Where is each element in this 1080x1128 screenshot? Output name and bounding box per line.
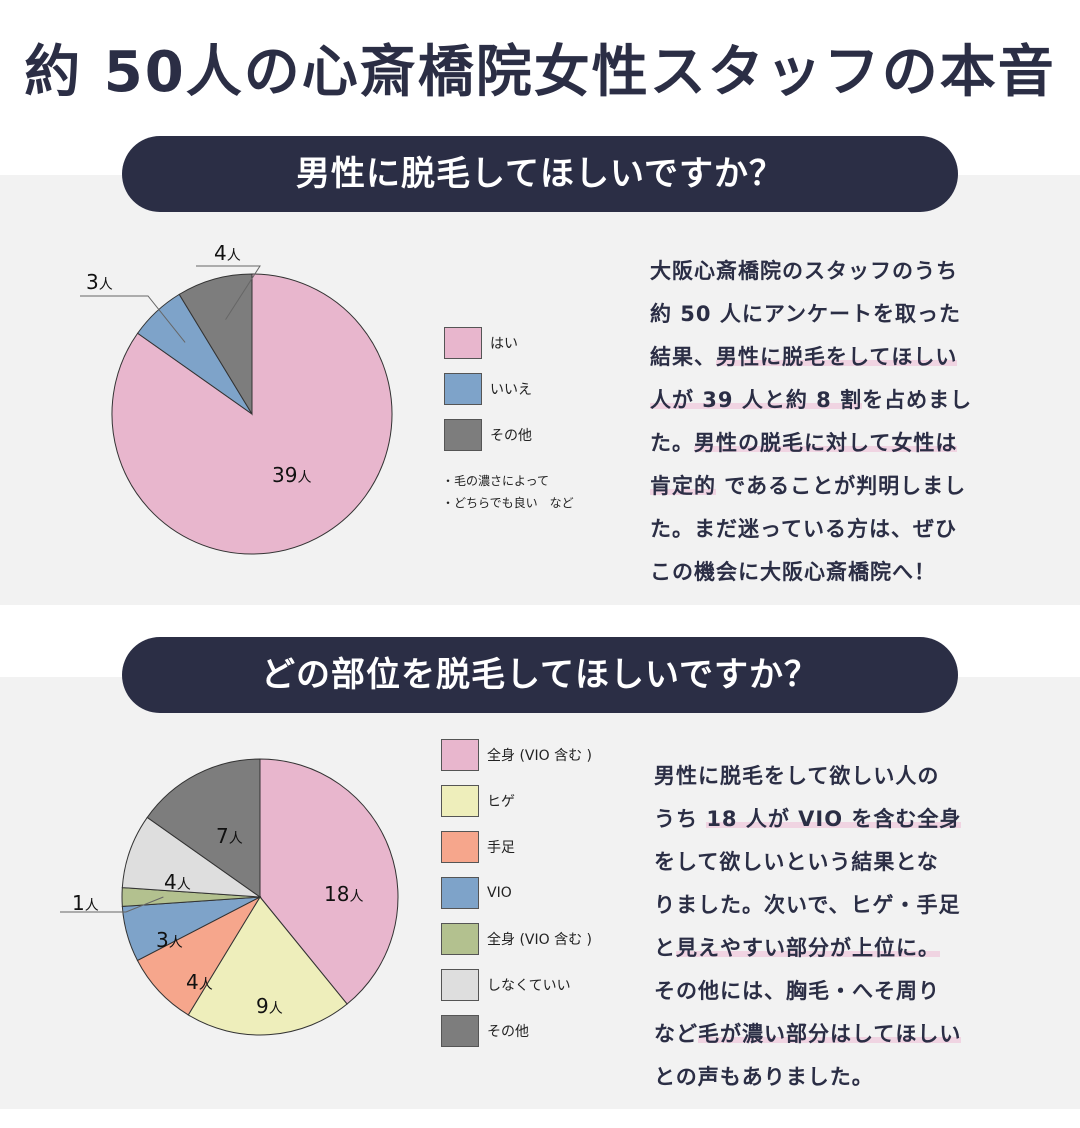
legend-item: VIO [441, 876, 512, 910]
text-line: をして欲しいという結果とな [654, 841, 961, 884]
text-segment: との声もありました。 [654, 1065, 874, 1089]
section-heading-1: 男性に脱毛してほしいですか？ [122, 136, 958, 212]
slice-value-label: 9人 [256, 994, 283, 1018]
text-line: この機会に大阪心斎橋院へ！ [650, 551, 972, 594]
slice-value-label: 7人 [216, 824, 243, 848]
text-segment: 約 50 人にアンケートを取った [650, 302, 962, 326]
text-line: との声もありました。 [654, 1056, 961, 1099]
slice-value-label: 3人 [156, 928, 183, 952]
text-segment: この機会に大阪心斎橋院へ！ [650, 560, 936, 584]
slice-value-label: 4人 [214, 241, 241, 265]
pie-slice [187, 896, 348, 1036]
text-line: りました。次いで、ヒゲ・手足 [654, 884, 961, 927]
slice-value-label: 4人 [186, 970, 213, 994]
text-line: うち 18 人が VIO を含む全身 [654, 798, 962, 841]
leader-line [80, 295, 186, 343]
text-segment: 結果、 [650, 345, 716, 369]
legend-label: 全身 (VIO 含む ) [487, 748, 592, 764]
legend-swatch [444, 327, 482, 359]
legend-swatch [441, 877, 479, 909]
legend-label: はい [490, 336, 518, 352]
legend-label: その他 [487, 1024, 529, 1040]
text-segment: であることが判明しまし [716, 474, 967, 498]
legend-label: 手足 [487, 840, 515, 856]
text-segment: た。まだ迷っている方は、ぜひ [650, 517, 957, 541]
text-segment: を占めまし [862, 388, 973, 412]
legend-swatch [444, 373, 482, 405]
legend-1: はい いいえ その他 [444, 326, 594, 456]
text-segment: をして欲しいという結果とな [654, 850, 939, 874]
legend-item: はい [444, 326, 518, 360]
pie-slice [146, 758, 261, 898]
note-item: ・どちらでも良い など [442, 496, 574, 510]
slice-value-label: 18人 [324, 882, 363, 906]
legend-label: VIO [487, 885, 512, 901]
text-line: など毛が濃い部分はしてほしい [654, 1013, 962, 1056]
slice-value-label: 3人 [86, 270, 113, 294]
text-line: た。男性の脱毛に対して女性は [650, 422, 972, 465]
highlighted-text: 毛が濃い部分はしてほしい [698, 1022, 962, 1046]
description-text-1: 大阪心斎橋院のスタッフのうち約 50 人にアンケートを取った 結果、男性に脱毛をし… [650, 250, 972, 594]
leader-line [60, 896, 164, 913]
legend-item: しなくていい [441, 968, 571, 1002]
legend-item: 全身 (VIO 含む ) [441, 922, 592, 956]
slice-value-label: 4人 [164, 870, 191, 894]
text-segment: と [654, 936, 676, 960]
pie-slice [178, 273, 253, 416]
description-text-2: 男性に脱毛をして欲しい人の うち 18 人が VIO を含む全身 をして欲しいという… [654, 755, 962, 1099]
legend-label: いいえ [490, 382, 532, 398]
text-line: た。まだ迷っている方は、ぜひ [650, 508, 972, 551]
legend-swatch [444, 419, 482, 451]
legend-label: ヒゲ [487, 794, 515, 810]
legend-swatch [441, 785, 479, 817]
legend-swatch [441, 831, 479, 863]
pie-chart-1: 39人 3人 4人 [80, 241, 393, 555]
text-segment: た。 [650, 431, 694, 455]
text-segment: 大阪心斎橋院のスタッフのうち [650, 259, 958, 283]
leader-line [196, 265, 261, 320]
section-heading-2: どの部位を脱毛してほしいですか？ [122, 637, 958, 713]
text-line: 結果、男性に脱毛をしてほしい [650, 336, 972, 379]
text-segment: など [654, 1022, 698, 1046]
highlighted-text: 男性の脱毛に対して女性は [694, 431, 958, 455]
legend-item: ヒゲ [441, 784, 515, 818]
slice-value-label: 39人 [272, 463, 311, 487]
text-line: 肯定的 であることが判明しまし [650, 465, 972, 508]
pie-slice [259, 758, 399, 1005]
legend-2: 全身 (VIO 含む ) ヒゲ手足 VIO 全身 (VIO 含む ) しなくていい その他 [441, 738, 621, 1058]
legend-label: しなくていい [487, 978, 571, 994]
text-line: 大阪心斎橋院のスタッフのうち [650, 250, 972, 293]
highlighted-text: 人が 39 人と約 8 割 [650, 388, 863, 412]
legend-item: その他 [444, 418, 532, 452]
legend-label: その他 [490, 428, 532, 444]
legend-swatch [441, 969, 479, 1001]
highlighted-text: 男性に脱毛をしてほしい [716, 345, 958, 369]
text-line: 約 50 人にアンケートを取った [650, 293, 972, 336]
text-line: その他には、胸毛・へそ周り [654, 970, 961, 1013]
legend-item: 手足 [441, 830, 515, 864]
note-item: ・毛の濃さによって [442, 474, 550, 488]
legend-item: いいえ [444, 372, 532, 406]
legend-item: その他 [441, 1014, 529, 1048]
legend-swatch [441, 739, 479, 771]
legend-label: 全身 (VIO 含む ) [487, 932, 592, 948]
text-segment: 男性に脱毛をして欲しい人の [654, 764, 940, 788]
highlighted-text: 肯定的 [650, 474, 716, 498]
text-line: と見えやすい部分が上位に。 [654, 927, 961, 970]
legend-swatch [441, 1015, 479, 1047]
highlighted-text: 見えやすい部分が上位に。 [676, 936, 940, 960]
legend-item: 全身 (VIO 含む ) [441, 738, 592, 772]
highlighted-text: 18 人が VIO を含む全身 [706, 807, 962, 831]
notes-1: ・毛の濃さによって ・どちらでも良い など [442, 470, 574, 514]
text-segment: うち [654, 807, 707, 831]
text-line: 人が 39 人と約 8 割を占めまし [650, 379, 972, 422]
text-line: 男性に脱毛をして欲しい人の [654, 755, 961, 798]
text-segment: りました。次いで、ヒゲ・手足 [654, 893, 961, 917]
text-segment: その他には、胸毛・へそ周り [654, 979, 940, 1003]
slice-value-label: 1人 [72, 891, 99, 915]
legend-swatch [441, 923, 479, 955]
page-title: 約 50人の心斎橋院女性スタッフの本音 [24, 40, 1056, 105]
